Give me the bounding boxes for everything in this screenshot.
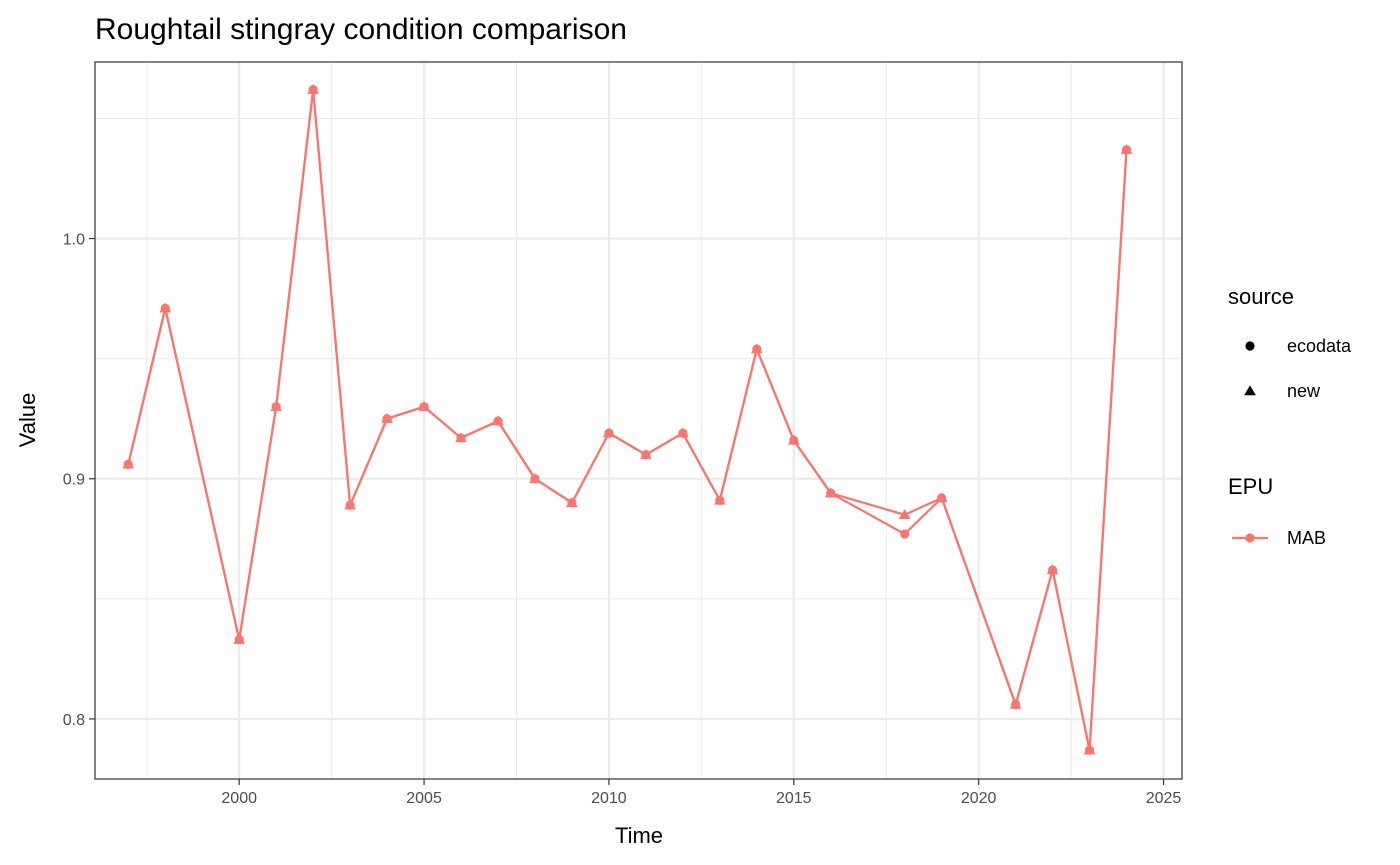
x-axis-title: Time <box>615 823 663 848</box>
data-point-new <box>898 509 911 519</box>
series-points-new <box>122 84 1133 755</box>
x-tick-label: 2015 <box>776 790 812 807</box>
data-point-new <box>418 401 430 411</box>
chart-title: Roughtail stingray condition comparison <box>95 13 627 46</box>
x-tick-label: 2005 <box>406 790 442 807</box>
data-point-new <box>455 432 467 443</box>
legend-key-circle <box>1245 341 1255 351</box>
data-point-new <box>824 487 837 498</box>
legend-title-epu: EPU <box>1228 474 1273 499</box>
panel-border <box>94 61 1183 780</box>
data-point-new <box>750 343 763 354</box>
data-point-new <box>713 494 726 505</box>
x-tick-label: 2025 <box>1146 790 1182 807</box>
data-point-new <box>122 458 135 469</box>
data-point-new <box>566 497 578 507</box>
x-tick-label: 2020 <box>961 790 997 807</box>
data-point-new <box>381 413 393 423</box>
data-point-new <box>492 415 504 426</box>
y-tick-label: 1.0 <box>63 232 85 249</box>
data-point-new <box>676 427 689 438</box>
data-point-new <box>344 499 356 510</box>
panel-background <box>95 62 1182 779</box>
plot-area: 2000 2005 2010 2015 2020 2025 0.8 0.9 1.0 <box>63 61 1183 807</box>
legend-label-new: new <box>1287 381 1321 401</box>
data-point-new <box>159 302 172 313</box>
data-point-new <box>233 634 246 644</box>
y-tick-label: 0.8 <box>63 712 85 729</box>
data-point-new <box>1046 564 1059 575</box>
legend-label-MAB: MAB <box>1287 528 1326 548</box>
legend-title-source: source <box>1228 284 1294 309</box>
data-point-new <box>1009 698 1022 709</box>
y-axis-title: Value <box>15 393 40 448</box>
legend-key-dot <box>1245 533 1255 543</box>
data-point-ecodata <box>900 529 910 539</box>
legend: source ecodata new EPU MAB <box>1228 284 1352 548</box>
data-point-new <box>270 401 283 411</box>
data-point-new <box>640 449 652 459</box>
x-tick-label: 2000 <box>221 790 257 807</box>
x-tick-label: 2010 <box>591 790 627 807</box>
legend-label-ecodata: ecodata <box>1287 336 1352 356</box>
data-point-new <box>787 434 800 445</box>
data-point-new <box>935 492 948 503</box>
data-point-new <box>529 473 541 483</box>
data-point-new <box>1083 744 1096 755</box>
data-point-new <box>1120 144 1133 154</box>
data-point-new <box>603 427 615 438</box>
data-point-new <box>307 84 320 94</box>
y-tick-label: 0.9 <box>63 472 85 489</box>
legend-key-triangle <box>1244 385 1256 396</box>
